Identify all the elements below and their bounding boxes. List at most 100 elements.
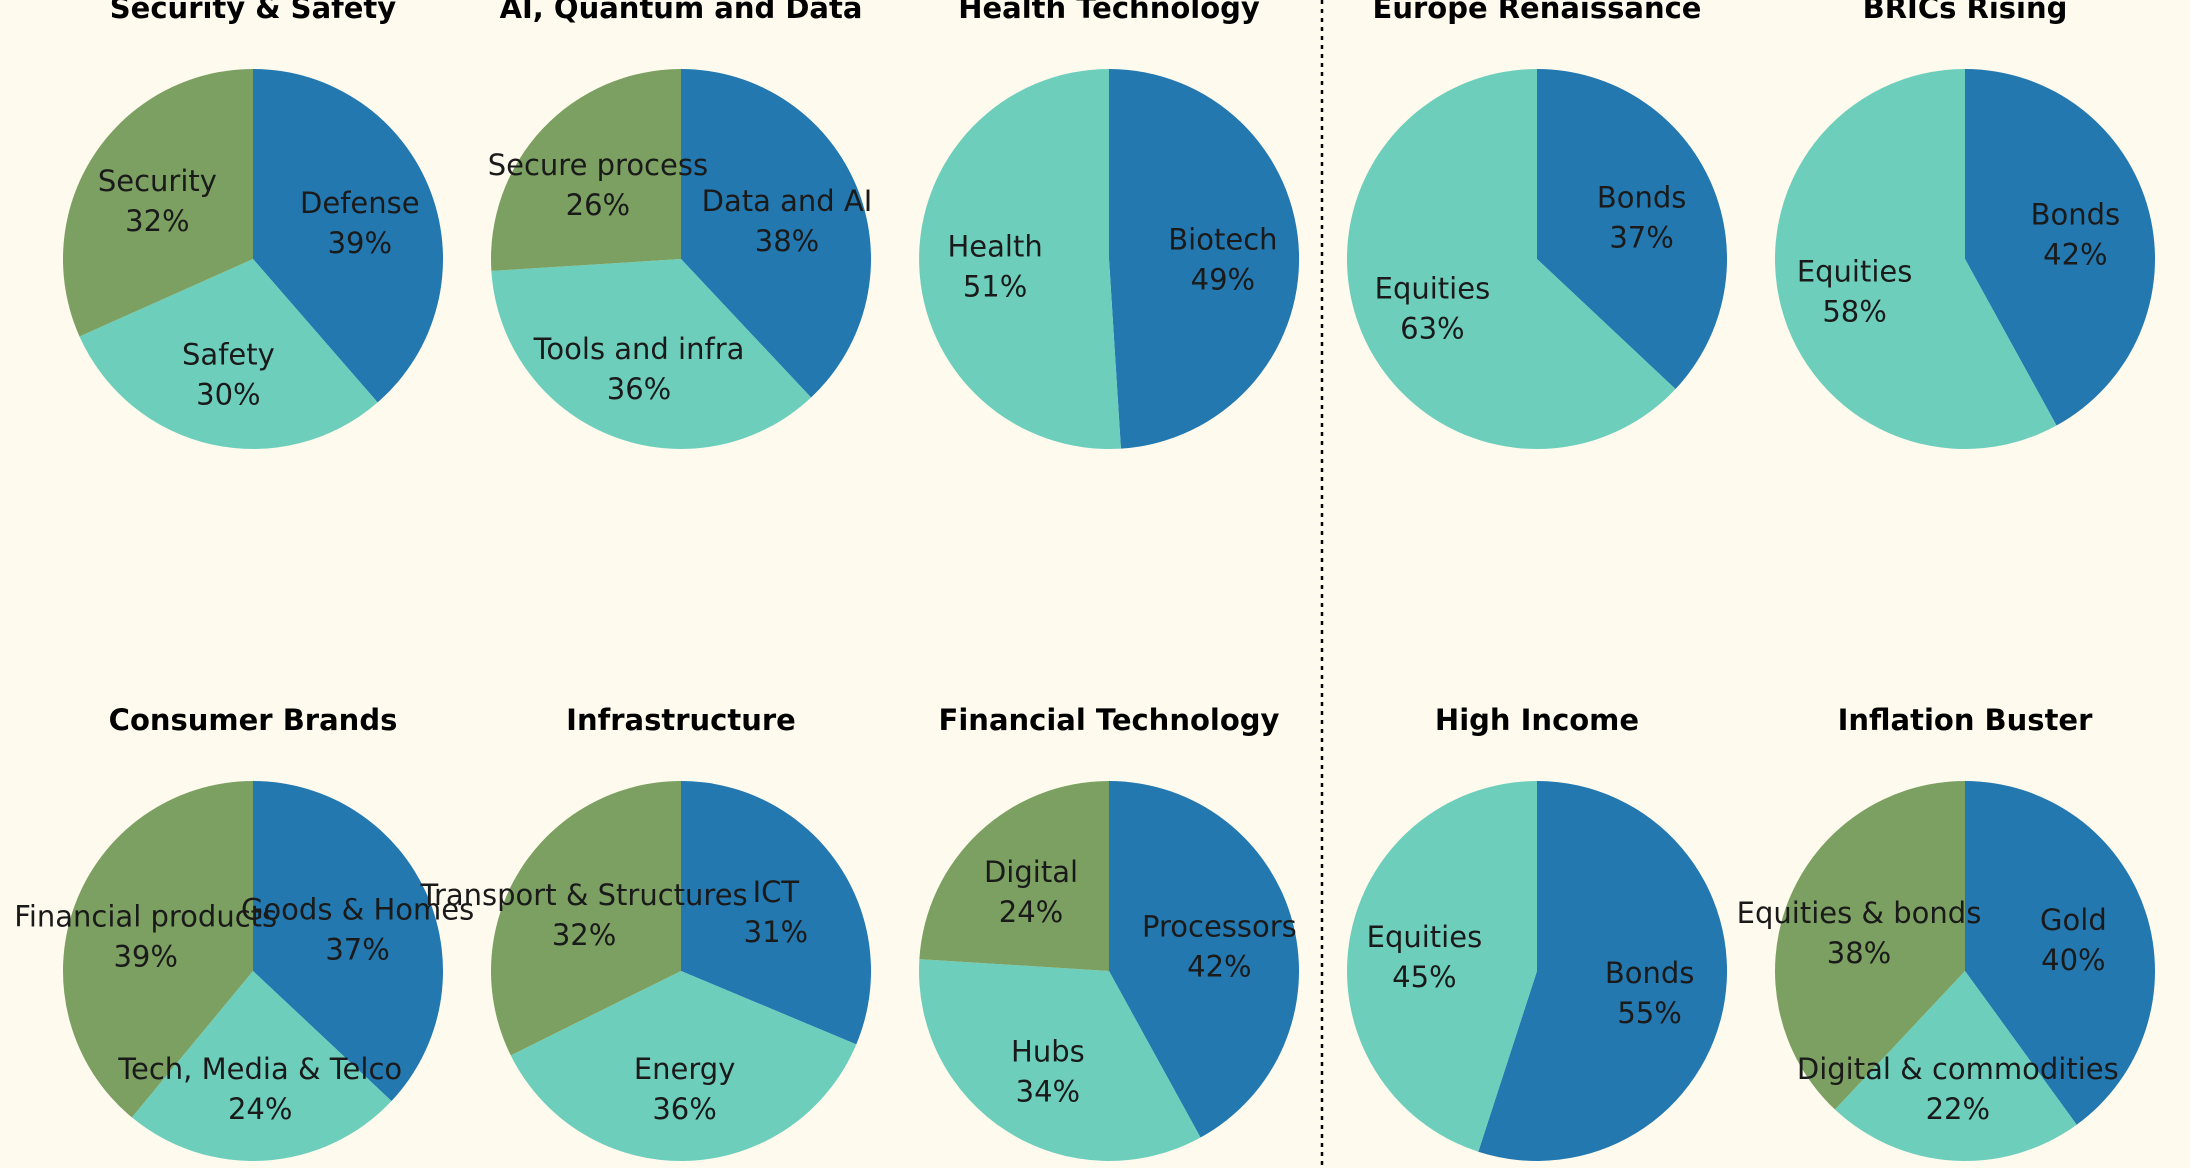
pie-slice-data-and-ai (681, 69, 871, 398)
slice-label: Transport & Structures 32% (420, 878, 748, 952)
slice-label: Hubs 34% (1011, 1034, 1085, 1108)
pie-slice-financial-products (62, 781, 254, 1118)
slice-label: Equities 45% (1367, 920, 1483, 994)
slice-label-name: ICT (753, 875, 800, 909)
pie-slice-goods-and-homes (253, 781, 443, 1102)
pie-infrastructure: Infrastructure ICT 31% Energy 36% Transport &… (420, 703, 872, 1162)
slice-label: Defense 39% (300, 186, 420, 260)
slice-label-name: Health (947, 230, 1042, 264)
slice-label-name: Bonds (1605, 956, 1695, 990)
slice-label: Safety 30% (182, 337, 275, 411)
pie-slice-health (919, 69, 1121, 449)
pie-slice-safety (79, 259, 378, 450)
slice-label-name: Equities & bonds (1737, 896, 1982, 930)
slice-label-name: Defense (300, 186, 420, 220)
pie-slice-digital-and-commodities (1834, 971, 2077, 1161)
slice-label: Security 32% (98, 164, 217, 238)
pie-slice-energy (510, 971, 857, 1162)
pie-slice-biotech (1109, 68, 1300, 449)
pie-title: Financial Technology (939, 703, 1280, 737)
pie-title: Europe Renaissance (1373, 0, 1702, 25)
pie-slice-processors (1109, 781, 1299, 1138)
pie-slice-digital (919, 781, 1109, 971)
pie-slice-equities-and-bonds (1775, 781, 1965, 1110)
slice-label: Health 51% (947, 230, 1042, 304)
slice-label-percent: 45% (1392, 960, 1456, 994)
slice-label-name: Processors (1142, 910, 1297, 944)
slice-label-percent: 39% (328, 226, 392, 260)
pie-slice-defense (253, 69, 444, 403)
slice-label-percent: 32% (125, 204, 189, 238)
slice-label: Biotech 49% (1168, 222, 1277, 296)
slice-label-name: Financial products (14, 899, 277, 933)
slice-label-percent: 42% (1187, 950, 1251, 984)
pie-slice-equities (1775, 69, 2057, 449)
pies-layer: Security & Safety Defense 39% Safety 30% Secu… (14, 0, 2156, 1162)
slice-label-name: Bonds (1597, 181, 1687, 215)
slice-label-percent: 40% (2041, 943, 2105, 977)
slice-label-percent: 32% (552, 918, 616, 952)
slice-label-name: Equities (1367, 920, 1483, 954)
pie-inflation-buster: Inflation Buster Gold 40% Digital & commodi… (1737, 703, 2155, 1161)
slice-label-name: Goods & Homes (241, 893, 474, 927)
slice-label: Bonds 42% (2031, 198, 2121, 272)
slice-label-name: Hubs (1011, 1034, 1085, 1068)
pie-consumer-brands: Consumer Brands Goods & Homes 37% Tech, Med… (14, 703, 474, 1161)
slice-label-name: Tech, Media & Telco (117, 1052, 402, 1086)
slice-label: Processors 42% (1142, 910, 1297, 984)
slice-label: Energy 36% (634, 1052, 736, 1126)
pie-slice-equities (1346, 69, 1676, 450)
slice-label: ICT 31% (744, 875, 808, 949)
slice-label-percent: 37% (325, 933, 389, 967)
slice-label-name: Digital (984, 855, 1078, 889)
slice-label: Digital & commodities 22% (1797, 1052, 2119, 1126)
pie-slice-bonds (1478, 781, 1728, 1162)
slice-label-percent: 34% (1016, 1074, 1080, 1108)
slice-label-name: Equities (1797, 254, 1913, 288)
pie-title: AI, Quantum and Data (500, 0, 863, 25)
slice-label-percent: 38% (755, 224, 819, 258)
pie-title: BRICs Rising (1863, 0, 2068, 25)
slice-label: Gold 40% (2040, 903, 2107, 977)
slice-label-name: Secure process (488, 148, 708, 182)
slice-label-percent: 49% (1191, 262, 1255, 296)
pie-slice-hubs (918, 959, 1201, 1162)
slice-label: Bonds 55% (1605, 956, 1695, 1030)
pie-slice-bonds (1965, 69, 2156, 426)
pie-ai-quantum-and-data: AI, Quantum and Data Data and AI 38% Tools … (488, 0, 873, 449)
slice-label-name: Energy (634, 1052, 736, 1086)
slice-label-percent: 39% (113, 939, 177, 973)
slice-label-name: Biotech (1168, 222, 1277, 256)
pie-slice-equities (1347, 781, 1537, 1152)
slice-label-percent: 55% (1617, 996, 1681, 1030)
slice-label-name: Data and AI (702, 184, 873, 218)
pie-title: Consumer Brands (109, 703, 398, 737)
slice-label-percent: 26% (566, 188, 630, 222)
pie-financial-technology: Financial Technology Processors 42% Hubs 34%… (918, 703, 1299, 1162)
pie-title: Security & Safety (110, 0, 396, 25)
pie-slice-tech-media-and-telco (131, 971, 392, 1161)
slice-label: Goods & Homes 37% (241, 893, 474, 967)
slice-label: Equities 58% (1797, 254, 1913, 328)
pie-title: Infrastructure (566, 703, 796, 737)
slice-label-name: Equities (1375, 271, 1491, 305)
slice-label: Equities 63% (1375, 271, 1491, 345)
slice-label-name: Safety (182, 337, 275, 371)
pie-high-income: High Income Bonds 55% Equities 45% (1347, 703, 1728, 1162)
slice-label-name: Bonds (2031, 198, 2121, 232)
pie-slice-transport-and-structures (491, 781, 681, 1056)
slice-label-name: Security (98, 164, 217, 198)
slice-label: Tools and infra 36% (533, 332, 745, 406)
slice-label-percent: 31% (744, 915, 808, 949)
pie-slice-gold (1965, 781, 2155, 1125)
slice-label-percent: 24% (999, 895, 1063, 929)
slice-label: Financial products 39% (14, 899, 277, 973)
pie-security-and-safety: Security & Safety Defense 39% Safety 30% Secu… (63, 0, 444, 450)
pie-slice-ict (681, 781, 872, 1045)
slice-label-percent: 58% (1822, 294, 1886, 328)
slice-label-name: Transport & Structures (420, 878, 748, 912)
slice-label-percent: 42% (2043, 238, 2107, 272)
slice-label-percent: 30% (196, 377, 260, 411)
slice-label-percent: 24% (228, 1092, 292, 1126)
